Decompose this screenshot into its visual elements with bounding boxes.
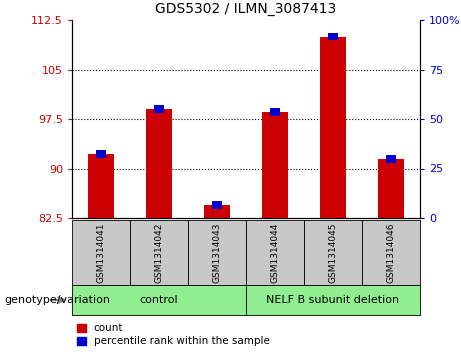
Text: NELF B subunit deletion: NELF B subunit deletion bbox=[266, 295, 400, 305]
Bar bbox=[362, 220, 420, 285]
Text: GSM1314042: GSM1314042 bbox=[154, 222, 164, 283]
Bar bbox=[188, 220, 246, 285]
Text: control: control bbox=[140, 295, 178, 305]
Bar bbox=[96, 150, 106, 158]
Title: GDS5302 / ILMN_3087413: GDS5302 / ILMN_3087413 bbox=[155, 2, 337, 16]
Bar bbox=[72, 220, 130, 285]
Text: GSM1314041: GSM1314041 bbox=[96, 222, 106, 283]
Bar bbox=[304, 220, 362, 285]
Bar bbox=[386, 155, 396, 163]
Bar bbox=[262, 113, 288, 218]
Bar bbox=[204, 205, 230, 218]
Bar bbox=[378, 159, 404, 218]
Text: genotype/variation: genotype/variation bbox=[5, 295, 111, 305]
Legend: count, percentile rank within the sample: count, percentile rank within the sample bbox=[77, 323, 270, 346]
Bar bbox=[72, 285, 246, 315]
Text: GSM1314043: GSM1314043 bbox=[213, 222, 221, 283]
Bar bbox=[270, 109, 280, 117]
Bar bbox=[246, 220, 304, 285]
Bar bbox=[328, 33, 338, 40]
Bar bbox=[88, 154, 114, 218]
Bar bbox=[130, 220, 188, 285]
Bar bbox=[246, 285, 420, 315]
Bar bbox=[146, 109, 172, 218]
Bar bbox=[154, 105, 164, 113]
Text: GSM1314044: GSM1314044 bbox=[271, 222, 279, 283]
Bar bbox=[320, 37, 346, 218]
Text: GSM1314045: GSM1314045 bbox=[329, 222, 337, 283]
Bar bbox=[212, 201, 222, 209]
Text: GSM1314046: GSM1314046 bbox=[386, 222, 396, 283]
